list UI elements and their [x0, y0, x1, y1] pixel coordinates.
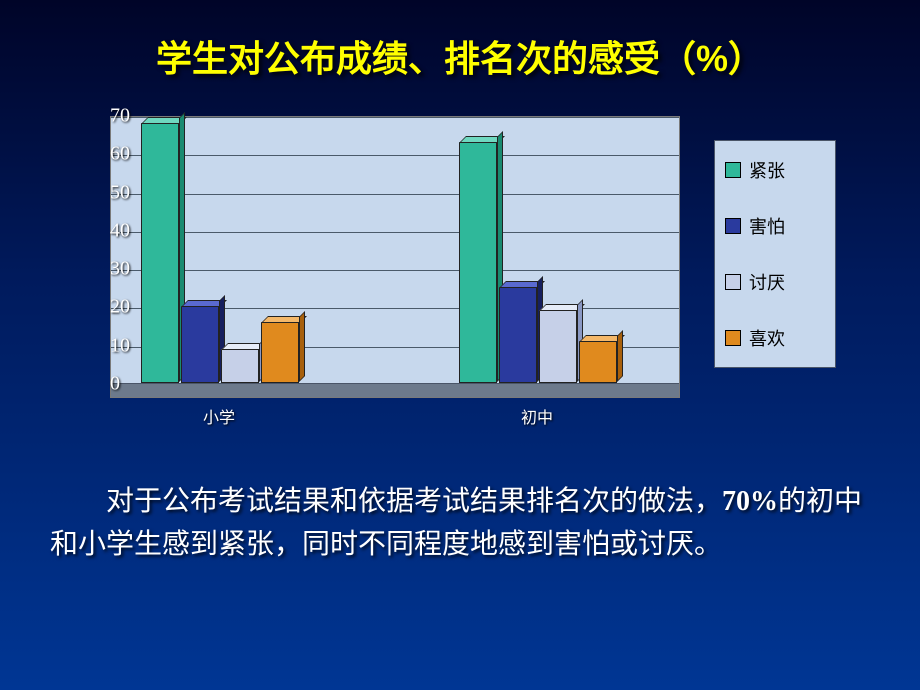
bar — [141, 123, 179, 383]
legend-label: 害怕 — [749, 213, 785, 239]
y-tick-label: 60 — [110, 143, 118, 166]
bar — [459, 142, 497, 383]
bar — [181, 306, 219, 383]
slide: 学生对公布成绩、排名次的感受（%） 0 10 20 30 40 50 60 70 小学 初中 紧… — [0, 0, 920, 690]
bar-side-face — [299, 311, 305, 382]
legend: 紧张 害怕 讨厌 喜欢 — [714, 140, 836, 368]
plot-area — [110, 116, 680, 398]
y-tick-label: 20 — [110, 296, 118, 319]
bar — [539, 310, 577, 383]
caption-number: 70% — [722, 486, 778, 517]
caption: 对于公布考试结果和依据考试结果排名次的做法，70%的初中和小学生感到紧张，同时不… — [50, 480, 870, 567]
bar — [221, 349, 259, 383]
y-tick-label: 30 — [110, 258, 118, 281]
bar-chart: 010203040506070 小学初中 — [50, 110, 690, 430]
y-tick-label: 0 — [110, 373, 118, 396]
bar — [261, 322, 299, 383]
legend-swatch-icon — [725, 274, 741, 290]
x-tick-label: 小学 — [203, 398, 235, 428]
bar-side-face — [617, 330, 623, 382]
legend-item: 紧张 — [725, 157, 825, 183]
slide-title: 学生对公布成绩、排名次的感受（%） — [50, 30, 870, 82]
legend-item: 讨厌 — [725, 269, 825, 295]
caption-text: 对于公布考试结果和依据考试结果排名次的做法， — [106, 486, 722, 517]
y-tick-label: 50 — [110, 181, 118, 204]
bar-layer — [111, 117, 679, 383]
legend-item: 害怕 — [725, 213, 825, 239]
y-tick-label: 70 — [110, 105, 118, 128]
legend-label: 喜欢 — [749, 325, 785, 351]
chart-row: 010203040506070 小学初中 紧张 害怕 讨厌 喜欢 — [50, 110, 870, 430]
y-tick-label: 40 — [110, 219, 118, 242]
legend-label: 讨厌 — [749, 269, 785, 295]
y-tick-label: 10 — [110, 334, 118, 357]
chart-floor — [111, 383, 679, 397]
x-tick-label: 初中 — [521, 398, 553, 428]
legend-swatch-icon — [725, 330, 741, 346]
bar — [579, 341, 617, 383]
legend-label: 紧张 — [749, 157, 785, 183]
legend-item: 喜欢 — [725, 325, 825, 351]
legend-swatch-icon — [725, 218, 741, 234]
legend-swatch-icon — [725, 162, 741, 178]
bar — [499, 287, 537, 383]
